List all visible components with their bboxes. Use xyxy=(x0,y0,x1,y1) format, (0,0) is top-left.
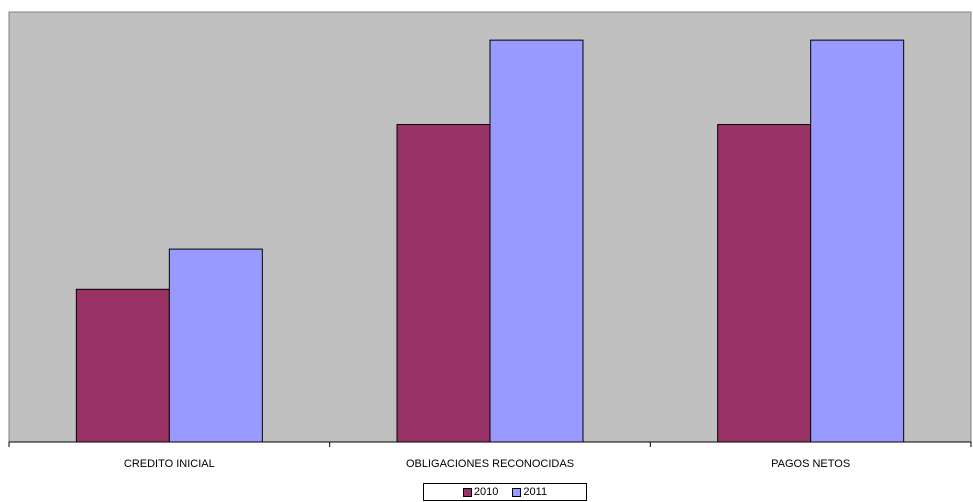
legend-entry-2010: 2010 xyxy=(462,486,499,498)
x-ticks xyxy=(8,442,972,447)
legend-swatch-2011 xyxy=(512,487,522,497)
bar-2010-2 xyxy=(396,124,491,443)
bar-2010-1 xyxy=(75,288,170,443)
bar-2011-1 xyxy=(168,248,263,443)
x-tick-label: OBLIGACIONES RECONOCIDAS xyxy=(406,458,574,470)
x-tick-label: PAGOS NETOS xyxy=(771,458,850,470)
x-tick-labels: CREDITO INICIAL OBLIGACIONES RECONOCIDAS P… xyxy=(124,458,850,470)
legend: 2010 2011 xyxy=(423,483,587,501)
bar-2010-3 xyxy=(717,124,812,443)
legend-entry-2011: 2011 xyxy=(512,486,547,498)
bar-2011-3 xyxy=(810,39,905,443)
bar-2011-2 xyxy=(489,39,584,443)
x-tick-label: CREDITO INICIAL xyxy=(124,458,215,470)
bars-group xyxy=(75,39,905,443)
legend-label-2010: 2010 xyxy=(473,486,499,498)
legend-label-2011: 2011 xyxy=(523,486,548,498)
legend-swatch-2010 xyxy=(462,487,472,497)
